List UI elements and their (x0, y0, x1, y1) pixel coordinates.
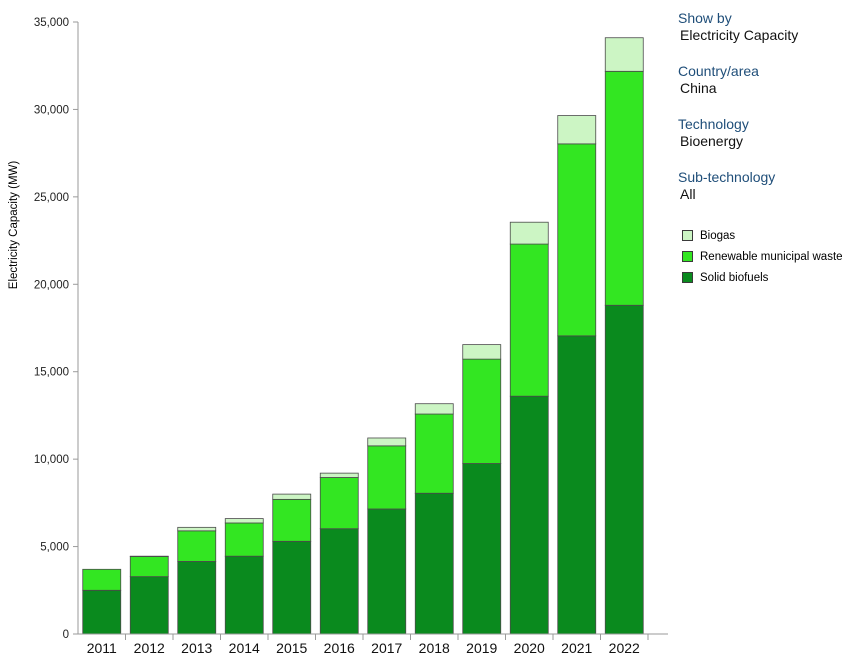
bar-biogas-2022[interactable] (604, 37, 644, 72)
x-tick-label: 2011 (87, 640, 117, 656)
legend-swatch (682, 230, 693, 241)
y-tick-label: 10,000 (34, 454, 69, 466)
bar-solid-biofuels-2012[interactable] (129, 576, 169, 635)
y-tick-label: 35,000 (34, 17, 69, 29)
x-tick-label: 2021 (561, 640, 592, 656)
filter-sub-technology[interactable]: Sub-technology All (678, 169, 864, 203)
bar-biogas-2014[interactable] (224, 518, 264, 524)
bar-renewable-municipal-waste-2015[interactable] (272, 498, 312, 542)
x-tick-label: 2020 (514, 640, 545, 656)
bar-renewable-municipal-waste-2011[interactable] (82, 568, 122, 591)
x-tick-label: 2019 (466, 640, 497, 656)
x-tick-label: 2015 (276, 640, 307, 656)
bar-biogas-2013[interactable] (177, 526, 217, 532)
filter-label: Sub-technology (678, 169, 776, 185)
legend: Biogas Renewable municipal waste Solid b… (678, 225, 864, 288)
filter-value[interactable]: Electricity Capacity (680, 27, 799, 43)
x-tick-label: 2013 (181, 640, 212, 656)
bar-renewable-municipal-waste-2019[interactable] (462, 358, 502, 464)
y-tick-label: 25,000 (34, 192, 69, 204)
filter-panel: Show by Electricity Capacity Country/are… (678, 10, 864, 288)
filter-value[interactable]: China (680, 80, 717, 96)
filter-show-by[interactable]: Show by Electricity Capacity (678, 10, 864, 44)
filter-label: Show by (678, 10, 732, 26)
bar-renewable-municipal-waste-2013[interactable] (177, 530, 217, 562)
y-axis-label: Electricity Capacity (MW) (8, 161, 20, 290)
filter-value[interactable]: All (680, 186, 696, 202)
filter-label: Technology (678, 116, 749, 132)
bar-solid-biofuels-2020[interactable] (509, 395, 549, 635)
y-tick-label: 0 (63, 629, 69, 641)
bar-biogas-2021[interactable] (557, 115, 597, 145)
bar-solid-biofuels-2011[interactable] (82, 589, 122, 635)
legend-swatch (682, 272, 693, 283)
filter-label: Country/area (678, 63, 759, 79)
bar-solid-biofuels-2013[interactable] (177, 561, 217, 635)
x-tick-label: 2014 (229, 640, 260, 656)
bar-biogas-2015[interactable] (272, 493, 312, 500)
bar-renewable-municipal-waste-2012[interactable] (129, 556, 169, 578)
legend-item-solid-biofuels[interactable]: Solid biofuels (682, 267, 864, 288)
x-tick-label: 2017 (371, 640, 402, 656)
y-tick-label: 5,000 (40, 542, 69, 554)
x-tick-label: 2022 (609, 640, 640, 656)
bar-biogas-2017[interactable] (367, 437, 407, 447)
legend-item-biogas[interactable]: Biogas (682, 225, 864, 246)
bar-solid-biofuels-2014[interactable] (224, 555, 264, 635)
bar-renewable-municipal-waste-2022[interactable] (604, 70, 644, 306)
bar-renewable-municipal-waste-2020[interactable] (509, 243, 549, 397)
y-tick-label: 30,000 (34, 104, 69, 116)
y-tick-label: 15,000 (34, 367, 69, 379)
filter-value[interactable]: Bioenergy (680, 133, 744, 149)
bar-solid-biofuels-2017[interactable] (367, 508, 407, 635)
stacked-bar-chart: 0 5,000 10,000 15,000 20,000 25,000 30,000 35,0… (8, 17, 668, 656)
bar-solid-biofuels-2021[interactable] (557, 335, 597, 635)
x-axis: 2011 2012 2013 2014 2015 2016 2017 2018 2019 2020… (78, 633, 668, 656)
bar-solid-biofuels-2016[interactable] (319, 528, 359, 635)
filter-country-area[interactable]: Country/area China (678, 63, 864, 97)
bar-renewable-municipal-waste-2021[interactable] (557, 143, 597, 337)
legend-label: Renewable municipal waste (700, 250, 843, 263)
bar-solid-biofuels-2019[interactable] (462, 463, 502, 635)
bar-biogas-2020[interactable] (509, 221, 549, 245)
y-axis: 0 5,000 10,000 15,000 20,000 25,000 30,000 35,0… (34, 17, 79, 641)
bar-renewable-municipal-waste-2018[interactable] (414, 413, 454, 494)
x-tick-label: 2016 (324, 640, 355, 656)
bars (82, 37, 644, 635)
bar-biogas-2019[interactable] (462, 344, 502, 360)
legend-swatch (682, 251, 693, 262)
y-tick-label: 20,000 (34, 279, 69, 291)
bar-biogas-2016[interactable] (319, 472, 359, 478)
legend-label: Solid biofuels (700, 271, 769, 284)
bar-renewable-municipal-waste-2014[interactable] (224, 522, 264, 557)
legend-label: Biogas (700, 229, 736, 242)
bar-solid-biofuels-2022[interactable] (604, 304, 644, 635)
x-tick-label: 2012 (134, 640, 165, 656)
legend-item-renewable-municipal-waste[interactable]: Renewable municipal waste (682, 246, 864, 267)
bar-solid-biofuels-2018[interactable] (414, 492, 454, 635)
bar-biogas-2018[interactable] (414, 403, 454, 415)
bar-renewable-municipal-waste-2016[interactable] (319, 477, 359, 530)
bar-renewable-municipal-waste-2017[interactable] (367, 445, 407, 510)
x-tick-label: 2018 (419, 640, 450, 656)
filter-technology[interactable]: Technology Bioenergy (678, 116, 864, 150)
bar-solid-biofuels-2015[interactable] (272, 540, 312, 635)
